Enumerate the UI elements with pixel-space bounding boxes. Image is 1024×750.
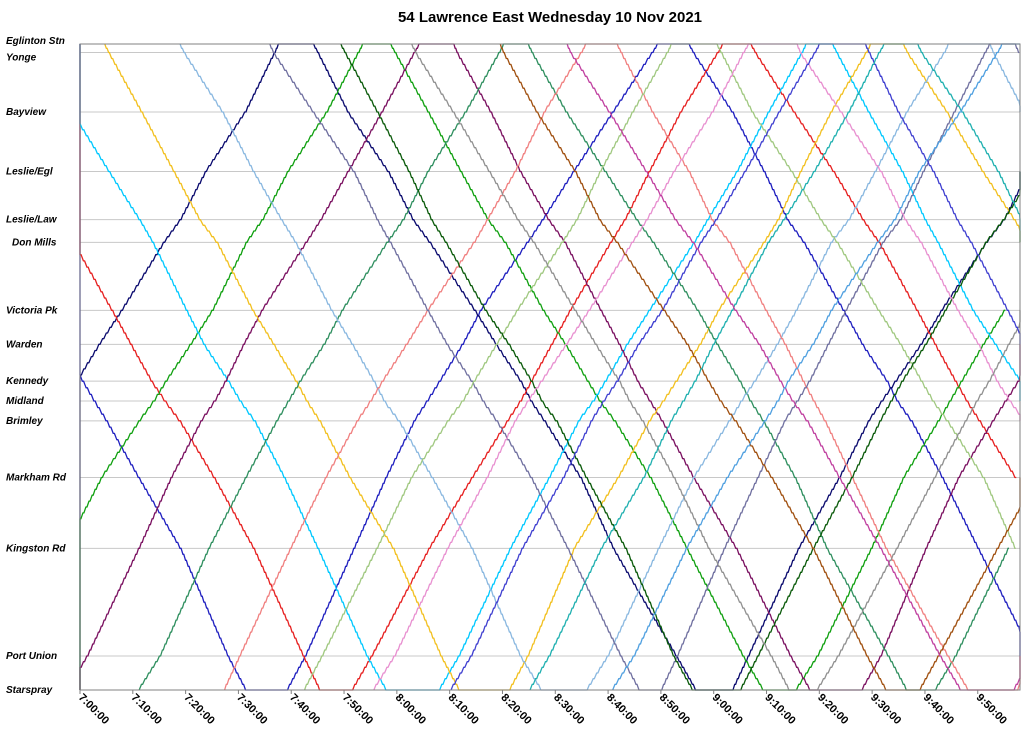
stop-label: Don Mills: [12, 237, 57, 248]
x-tick-label: 8:10:00: [446, 692, 481, 727]
stop-label: Kennedy: [6, 376, 49, 387]
bus-trip-line: [104, 43, 1021, 691]
stop-label: Victoria Pk: [6, 305, 58, 316]
stop-label: Markham Rd: [6, 473, 67, 484]
x-tick-label: 8:30:00: [551, 692, 586, 727]
series-layer: [79, 43, 1021, 691]
bus-trip-line: [566, 43, 1021, 691]
x-tick-label: 7:10:00: [129, 692, 164, 727]
bus-trip-line: [340, 43, 1021, 691]
bus-trip-line: [303, 43, 1016, 691]
x-tick-label: 7:30:00: [234, 692, 269, 727]
stop-label: Eglinton Stn: [6, 36, 65, 47]
stop-label: Warden: [6, 339, 43, 350]
frame-layer: [79, 43, 1021, 691]
bus-trip-line: [269, 43, 1020, 691]
grid-layer: [80, 43, 1020, 691]
bus-trip-line: [79, 43, 1017, 691]
x-tick-label: 9:30:00: [868, 692, 903, 727]
stop-label: Leslie/Egl: [6, 167, 53, 178]
bus-trip-line: [79, 43, 1021, 691]
x-tick-label: 8:00:00: [393, 692, 428, 727]
bus-trip-line: [79, 43, 1021, 691]
bus-trip-line: [612, 43, 1020, 691]
bus-trip-line: [411, 43, 1021, 691]
x-tick-label: 9:10:00: [762, 692, 797, 727]
x-tick-label: 7:00:00: [76, 692, 111, 727]
bus-trip-line: [79, 43, 1021, 691]
plot-frame: [79, 43, 1021, 691]
bus-trip-line: [79, 43, 1021, 691]
chart-title: 54 Lawrence East Wednesday 10 Nov 2021: [397, 9, 703, 26]
x-tick-label: 9:20:00: [815, 692, 850, 727]
x-tick-label: 8:50:00: [657, 692, 692, 727]
stop-label: Starspray: [6, 685, 53, 696]
stop-label: Bayview: [6, 107, 47, 118]
stop-label: Brimley: [6, 416, 43, 427]
x-tick-label: 8:40:00: [604, 692, 639, 727]
stop-label: Kingston Rd: [6, 543, 66, 554]
time-tick-labels: 7:00:00 7:10:00 7:20:00 7:30:00 7:40:00 7:50:…: [76, 690, 1009, 727]
bus-trip-line: [499, 43, 1021, 691]
stop-label: Leslie/Law: [6, 215, 58, 226]
bus-trip-line: [179, 43, 1021, 691]
bus-trip-line: [450, 43, 1021, 691]
x-tick-label: 7:20:00: [181, 692, 216, 727]
x-tick-label: 9:00:00: [710, 692, 745, 727]
stop-label: Port Union: [6, 651, 57, 662]
bus-trip-line: [373, 43, 1021, 691]
x-tick-label: 8:20:00: [498, 692, 533, 727]
bus-trip-line: [138, 43, 1009, 691]
stop-labels: Eglinton Stn Yonge Bayview Leslie/Egl Leslie…: [6, 36, 67, 696]
bus-trip-line: [529, 43, 1021, 691]
x-tick-label: 9:50:00: [974, 692, 1009, 727]
x-tick-label: 7:40:00: [287, 692, 322, 727]
stop-label: Midland: [6, 396, 45, 407]
stop-label: Yonge: [6, 53, 37, 64]
x-tick-label: 7:50:00: [340, 692, 375, 727]
bus-trip-line: [223, 43, 1021, 691]
x-tick-label: 9:40:00: [921, 692, 956, 727]
